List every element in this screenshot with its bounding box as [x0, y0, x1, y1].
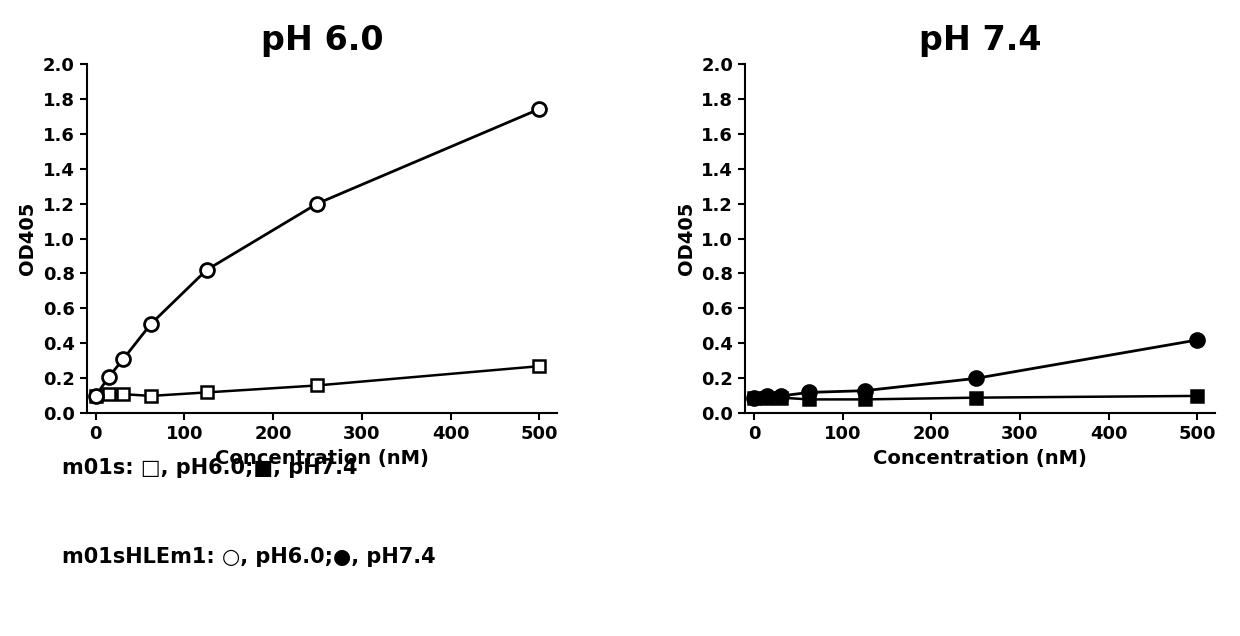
Y-axis label: OD405: OD405 [19, 202, 37, 275]
Text: m01s: □, pH6.0;■, pH7.4: m01s: □, pH6.0;■, pH7.4 [62, 458, 357, 478]
Title: pH 6.0: pH 6.0 [260, 24, 383, 57]
Text: m01sHLEm1: ○, pH6.0;●, pH7.4: m01sHLEm1: ○, pH6.0;●, pH7.4 [62, 547, 435, 567]
Y-axis label: OD405: OD405 [677, 202, 696, 275]
X-axis label: Concentration (nM): Concentration (nM) [873, 449, 1087, 467]
X-axis label: Concentration (nM): Concentration (nM) [215, 449, 429, 467]
Title: pH 7.4: pH 7.4 [919, 24, 1042, 57]
